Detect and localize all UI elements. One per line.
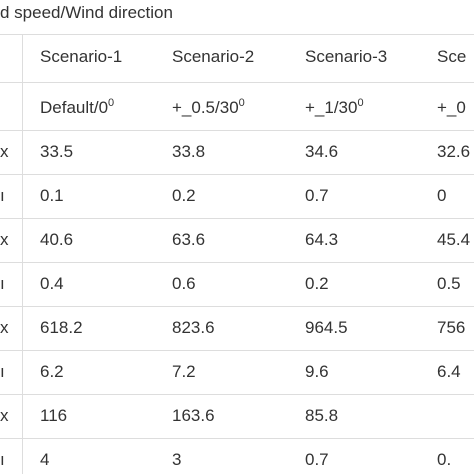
row-divider — [0, 130, 474, 131]
table-cell: 0.2 — [305, 274, 329, 293]
superscript: 0 — [108, 97, 115, 109]
table-cell: 0. — [437, 450, 452, 469]
subheader-text: +_1/30 — [305, 98, 358, 117]
table-cell: 85.8 — [305, 406, 339, 425]
table-cell: 0.7 — [305, 450, 329, 469]
row-divider — [0, 438, 474, 439]
table-cell: 33.5 — [40, 142, 74, 161]
row-divider — [0, 218, 474, 219]
column-header: Sce — [437, 47, 467, 66]
column-header: Scenario-3 — [305, 47, 388, 66]
row-divider — [0, 306, 474, 307]
table-cell: 116 — [40, 406, 68, 425]
table-cell: 618.2 — [40, 318, 83, 337]
column-divider — [22, 35, 23, 474]
row-divider — [0, 394, 474, 395]
column-header: Scenario-2 — [172, 47, 255, 66]
table-cell: 163.6 — [172, 406, 215, 425]
row-label: x — [0, 230, 9, 249]
row-label: x — [0, 406, 9, 425]
superscript: 0 — [238, 97, 245, 109]
table-cell: 964.5 — [305, 318, 348, 337]
table-cell: 40.6 — [40, 230, 74, 249]
table-cell: 0.2 — [172, 186, 196, 205]
row-label: ı — [0, 274, 5, 293]
table-cell: 0.4 — [40, 274, 64, 293]
row-divider — [0, 350, 474, 351]
column-subheader: +_1/300 — [305, 98, 364, 118]
caption: d speed/Wind direction — [0, 3, 173, 22]
row-label: ı — [0, 186, 5, 205]
subheader-text: +_0.5/30 — [172, 98, 239, 117]
table-cell: 63.6 — [172, 230, 206, 249]
table-cell: 3 — [172, 450, 182, 469]
table-cell: 823.6 — [172, 318, 215, 337]
table-cell: 0.7 — [305, 186, 329, 205]
table-cell: 32.6 — [437, 142, 471, 161]
row-divider — [0, 34, 474, 35]
table-cell: 9.6 — [305, 362, 329, 381]
table-cell: 45.4 — [437, 230, 471, 249]
table-cell: 7.2 — [172, 362, 196, 381]
row-label: x — [0, 318, 9, 337]
table-cell: 756 — [437, 318, 466, 337]
table-cell: 0.5 — [437, 274, 461, 293]
subheader-text: +_0 — [437, 98, 466, 117]
table-cell: 64.3 — [305, 230, 339, 249]
subheader-text: Default/0 — [40, 98, 109, 117]
table-cell: 4 — [40, 450, 50, 469]
table-cell: 6.2 — [40, 362, 64, 381]
column-subheader: +_0.5/300 — [172, 98, 245, 118]
row-label: ı — [0, 362, 5, 381]
table-cell: 6.4 — [437, 362, 461, 381]
table-cell: 33.8 — [172, 142, 206, 161]
table-cell: 34.6 — [305, 142, 339, 161]
superscript: 0 — [357, 97, 364, 109]
table-cell: 0.6 — [172, 274, 196, 293]
row-label: x — [0, 142, 9, 161]
row-divider — [0, 82, 474, 83]
column-subheader: Default/00 — [40, 98, 114, 118]
column-subheader: +_0 — [437, 98, 466, 118]
row-label: ı — [0, 450, 5, 469]
table-cell: 0.1 — [40, 186, 64, 205]
column-header: Scenario-1 — [40, 47, 123, 66]
row-divider — [0, 174, 474, 175]
row-divider — [0, 262, 474, 263]
table-cell: 0 — [437, 186, 447, 205]
